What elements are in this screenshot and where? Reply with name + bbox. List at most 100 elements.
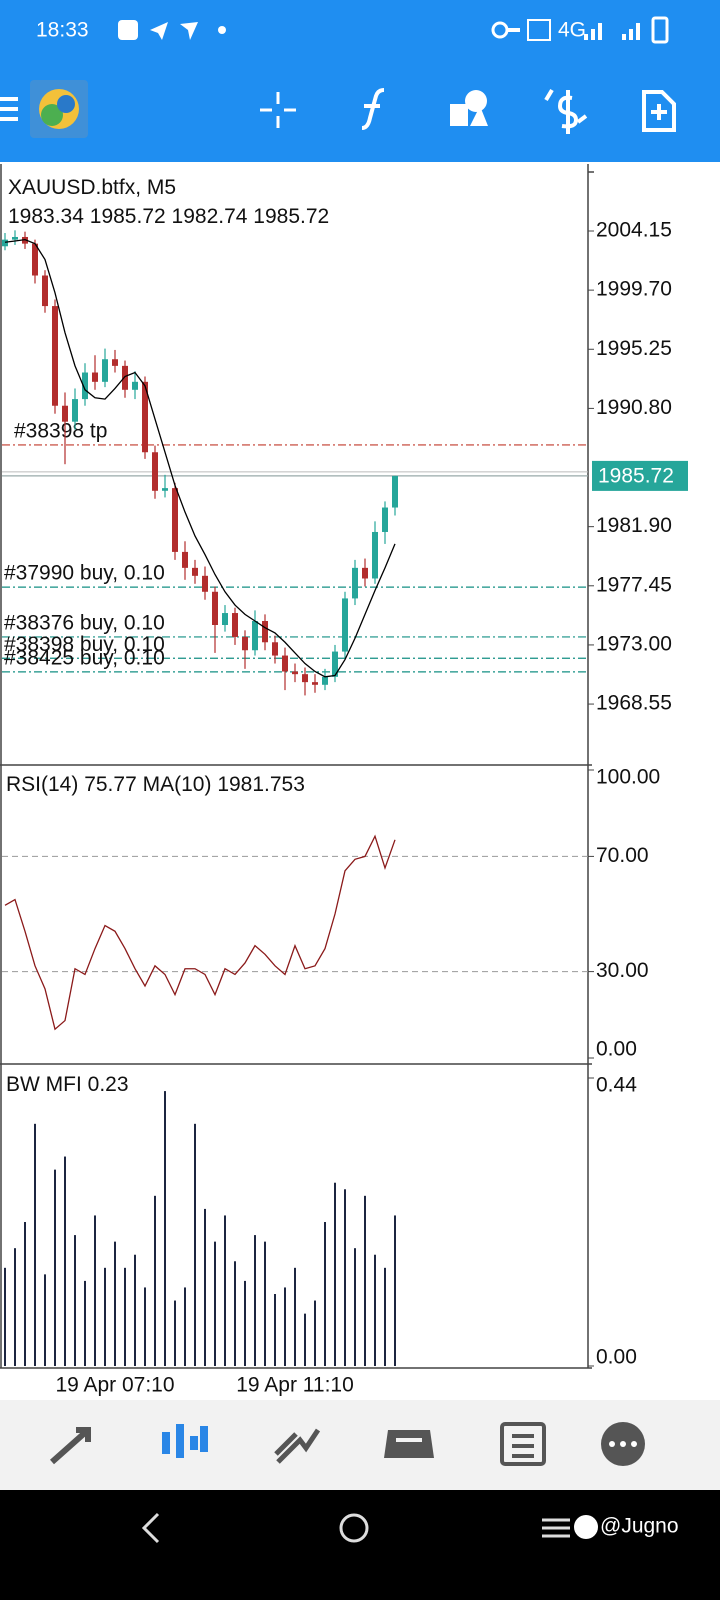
header-bg xyxy=(0,0,720,162)
news-tab[interactable] xyxy=(500,1422,546,1466)
trade-tab[interactable] xyxy=(274,1428,321,1464)
history-tab[interactable] xyxy=(384,1430,434,1458)
candle-body xyxy=(272,642,278,656)
signal-icon xyxy=(584,23,640,40)
dot xyxy=(218,26,226,34)
mfi-bar xyxy=(294,1267,296,1366)
y-tick-label: 70.00 xyxy=(596,844,649,867)
header-part: 1985.72 xyxy=(253,205,329,228)
mfi-bar xyxy=(204,1208,206,1366)
mfi-bar xyxy=(144,1287,146,1366)
menu-button[interactable] xyxy=(0,97,18,121)
chart-bg xyxy=(0,162,720,1400)
candle-body xyxy=(32,243,38,276)
mfi-bar xyxy=(274,1294,276,1366)
y-tick-label: 100.00 xyxy=(596,766,660,789)
header-part: 1985.72 xyxy=(90,205,166,228)
home-button[interactable] xyxy=(339,1513,369,1543)
price-label-bg xyxy=(592,460,688,491)
candle-body xyxy=(382,507,388,532)
candle-body xyxy=(362,567,368,579)
objects-button[interactable] xyxy=(450,90,488,126)
app-icon xyxy=(180,22,198,40)
trade-button[interactable] xyxy=(544,88,588,134)
bottom-nav xyxy=(0,1400,720,1490)
mfi-bar xyxy=(154,1195,156,1366)
mfi-bar xyxy=(394,1215,396,1366)
panel-header: XAUUSD.btfx, M5 xyxy=(8,176,176,199)
order-label: #38376 buy, 0.10 xyxy=(4,612,165,635)
quotes-tab[interactable] xyxy=(50,1427,91,1465)
volte-icon xyxy=(527,19,551,41)
order-label: #38398 tp xyxy=(14,419,107,442)
mfi-bar xyxy=(374,1254,376,1366)
candle-body xyxy=(292,671,298,675)
mfi-bar xyxy=(24,1222,26,1366)
price-label: 1985.72 xyxy=(598,464,674,487)
header-part: XAUUSD.btfx, M5 xyxy=(8,176,176,199)
panel-header: BW MFI 0.23 xyxy=(6,1073,129,1096)
mfi-bar xyxy=(94,1215,96,1366)
watermark: @Jugno xyxy=(600,1515,679,1538)
y-tick-label: 1977.45 xyxy=(596,573,672,596)
mfi-bar xyxy=(14,1248,16,1366)
candle-body xyxy=(102,359,108,382)
candle-body xyxy=(132,381,138,390)
mfi-bar xyxy=(174,1300,176,1366)
mfi-bar xyxy=(124,1267,126,1366)
mfi-bar xyxy=(334,1182,336,1366)
recents-button[interactable] xyxy=(542,1518,570,1538)
mfi-bar xyxy=(4,1267,6,1366)
panel-header: 1983.34 1985.72 1982.74 1985.72 xyxy=(8,205,329,228)
y-tick-label: 1995.25 xyxy=(596,337,672,360)
y-tick-label: 1999.70 xyxy=(596,278,672,301)
order-label: #38425 buy, 0.10 xyxy=(4,646,165,669)
header-part: 75.77 xyxy=(84,773,137,796)
order-label: #38398 buy, 0.10 xyxy=(4,633,165,656)
app-logo[interactable] xyxy=(30,80,88,138)
system-nav xyxy=(0,1490,720,1600)
chart-tab[interactable] xyxy=(162,1424,208,1458)
header-part: RSI(14) xyxy=(6,773,78,796)
y-tick-label: 1973.00 xyxy=(596,632,672,655)
back-button[interactable] xyxy=(141,1512,160,1544)
candle-body xyxy=(62,405,68,422)
y-tick-label: 1981.90 xyxy=(596,514,672,537)
app-icon xyxy=(150,22,168,40)
candle-body xyxy=(222,613,228,625)
mfi-bar xyxy=(74,1235,76,1366)
mfi-bar xyxy=(164,1091,166,1366)
network: 4G xyxy=(558,19,586,42)
clock: 18:33 xyxy=(36,19,89,42)
mfi-bar xyxy=(44,1274,46,1366)
mfi-bar xyxy=(134,1254,136,1366)
x-tick-label: 19 Apr 11:10 xyxy=(236,1374,354,1397)
order-label: #37990 buy, 0.10 xyxy=(4,562,165,585)
candle-body xyxy=(392,475,398,508)
charts: 2004.15 1999.70 1995.25 1990.80 1981.90 1977.… xyxy=(2,176,688,1397)
mfi-bar xyxy=(34,1123,36,1366)
candle-body xyxy=(332,651,338,677)
candle-body xyxy=(112,359,118,366)
mfi-bar xyxy=(354,1248,356,1366)
candle-body xyxy=(232,613,238,637)
chat-tab[interactable] xyxy=(601,1422,645,1466)
mfi-bar xyxy=(234,1261,236,1366)
candle-body xyxy=(182,551,188,568)
new-order-button[interactable] xyxy=(642,90,676,132)
indicators-button[interactable] xyxy=(361,88,385,130)
candle-body xyxy=(42,275,48,307)
mfi-bar xyxy=(244,1280,246,1366)
candle-body xyxy=(262,621,268,643)
candle-body xyxy=(352,567,358,599)
candle-body xyxy=(192,567,198,576)
y-tick-label: 2004.15 xyxy=(596,219,672,242)
crosshair-button[interactable] xyxy=(260,92,296,128)
header-part: 1981.753 xyxy=(217,773,305,796)
mfi-bar xyxy=(104,1267,106,1366)
candle-body xyxy=(122,365,128,390)
rsi-line xyxy=(4,834,396,1031)
mfi-bar xyxy=(224,1215,226,1366)
ma-line xyxy=(4,238,396,678)
